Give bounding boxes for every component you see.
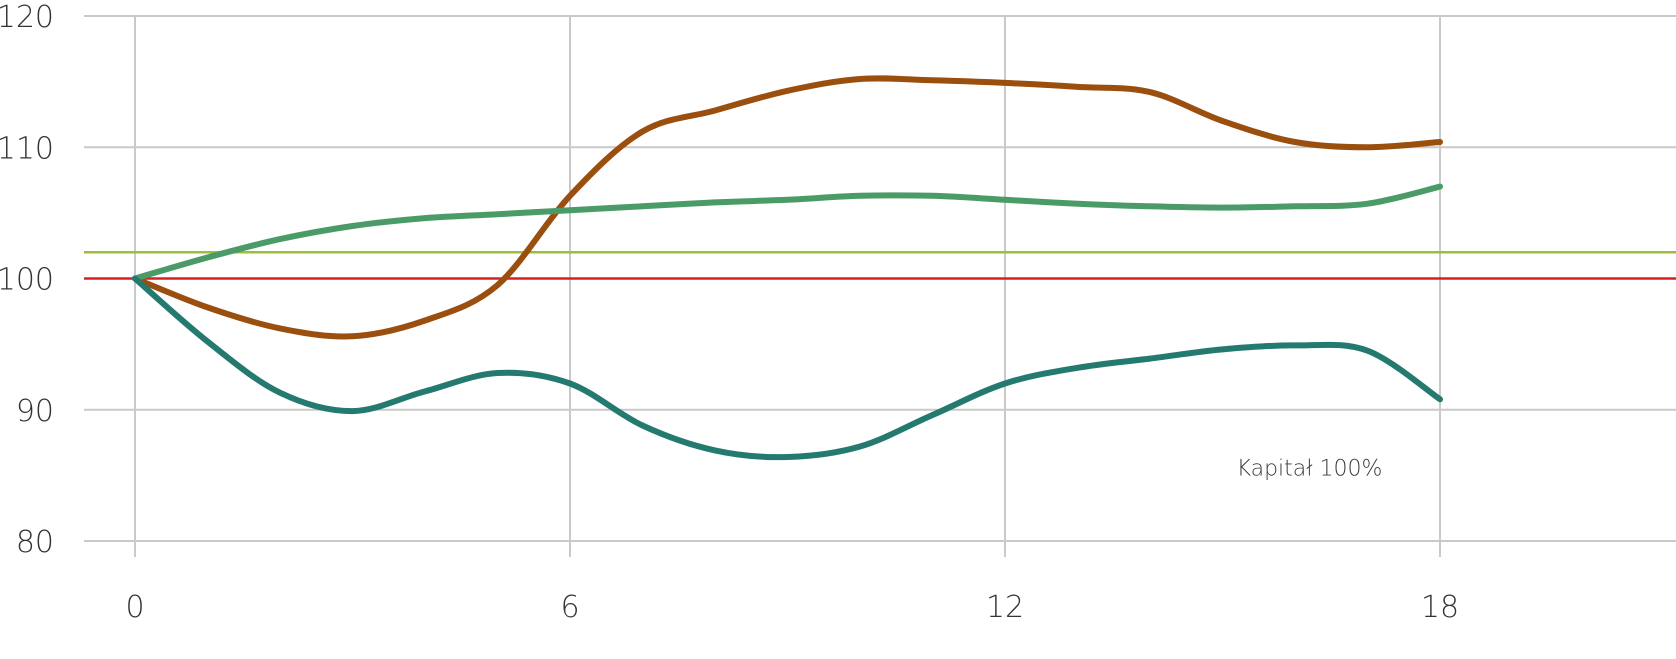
x-tick-label: 18 <box>1421 590 1459 625</box>
x-tick-label: 12 <box>986 590 1024 625</box>
series-line-1 <box>132 75 1443 340</box>
x-axis-tick-labels: 0 6 12 18 <box>125 590 1459 625</box>
chart-annotations: Kapitał 100% <box>1237 456 1383 481</box>
vertical-gridlines <box>134 16 1441 557</box>
series-line-2 <box>132 183 1443 282</box>
y-tick-label: 100 <box>0 263 54 298</box>
y-tick-label: 110 <box>0 131 54 166</box>
series-lines <box>132 75 1443 461</box>
y-tick-label: 80 <box>16 525 54 560</box>
y-tick-label: 90 <box>16 394 54 429</box>
reference-lines <box>84 251 1676 280</box>
series-line-3 <box>132 275 1443 461</box>
annotation-label: Kapitał 100% <box>1237 456 1383 481</box>
y-axis-tick-labels: 80 90 100 110 120 <box>0 0 54 560</box>
x-tick-label: 6 <box>560 590 579 625</box>
x-tick-label: 0 <box>125 590 144 625</box>
y-tick-label: 120 <box>0 0 54 35</box>
